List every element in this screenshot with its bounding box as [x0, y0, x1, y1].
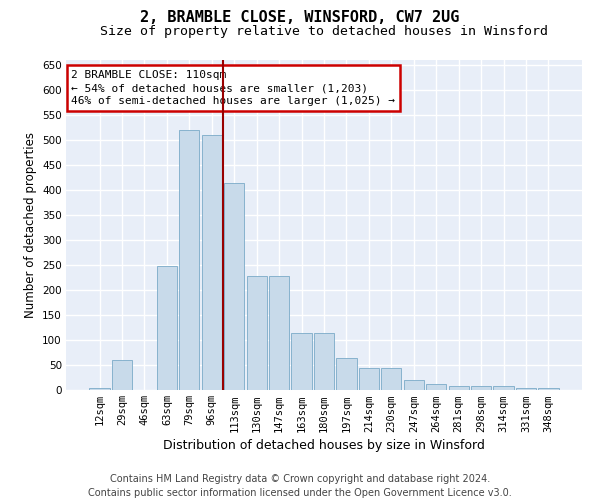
- Title: Size of property relative to detached houses in Winsford: Size of property relative to detached ho…: [100, 25, 548, 38]
- Bar: [269, 276, 289, 390]
- Bar: [381, 368, 401, 390]
- Bar: [359, 368, 379, 390]
- Bar: [337, 358, 356, 390]
- Text: Contains HM Land Registry data © Crown copyright and database right 2024.
Contai: Contains HM Land Registry data © Crown c…: [88, 474, 512, 498]
- Bar: [471, 386, 491, 390]
- Bar: [449, 386, 469, 390]
- Text: 2, BRAMBLE CLOSE, WINSFORD, CW7 2UG: 2, BRAMBLE CLOSE, WINSFORD, CW7 2UG: [140, 10, 460, 25]
- Bar: [516, 388, 536, 390]
- Bar: [493, 386, 514, 390]
- Bar: [179, 130, 199, 390]
- Bar: [314, 332, 334, 390]
- Y-axis label: Number of detached properties: Number of detached properties: [23, 132, 37, 318]
- Bar: [426, 384, 446, 390]
- X-axis label: Distribution of detached houses by size in Winsford: Distribution of detached houses by size …: [163, 438, 485, 452]
- Bar: [404, 380, 424, 390]
- Bar: [202, 135, 222, 390]
- Bar: [89, 388, 110, 390]
- Bar: [224, 182, 244, 390]
- Bar: [247, 276, 267, 390]
- Text: 2 BRAMBLE CLOSE: 110sqm
← 54% of detached houses are smaller (1,203)
46% of semi: 2 BRAMBLE CLOSE: 110sqm ← 54% of detache…: [71, 70, 395, 106]
- Bar: [538, 388, 559, 390]
- Bar: [157, 266, 177, 390]
- Bar: [292, 332, 311, 390]
- Bar: [112, 360, 132, 390]
